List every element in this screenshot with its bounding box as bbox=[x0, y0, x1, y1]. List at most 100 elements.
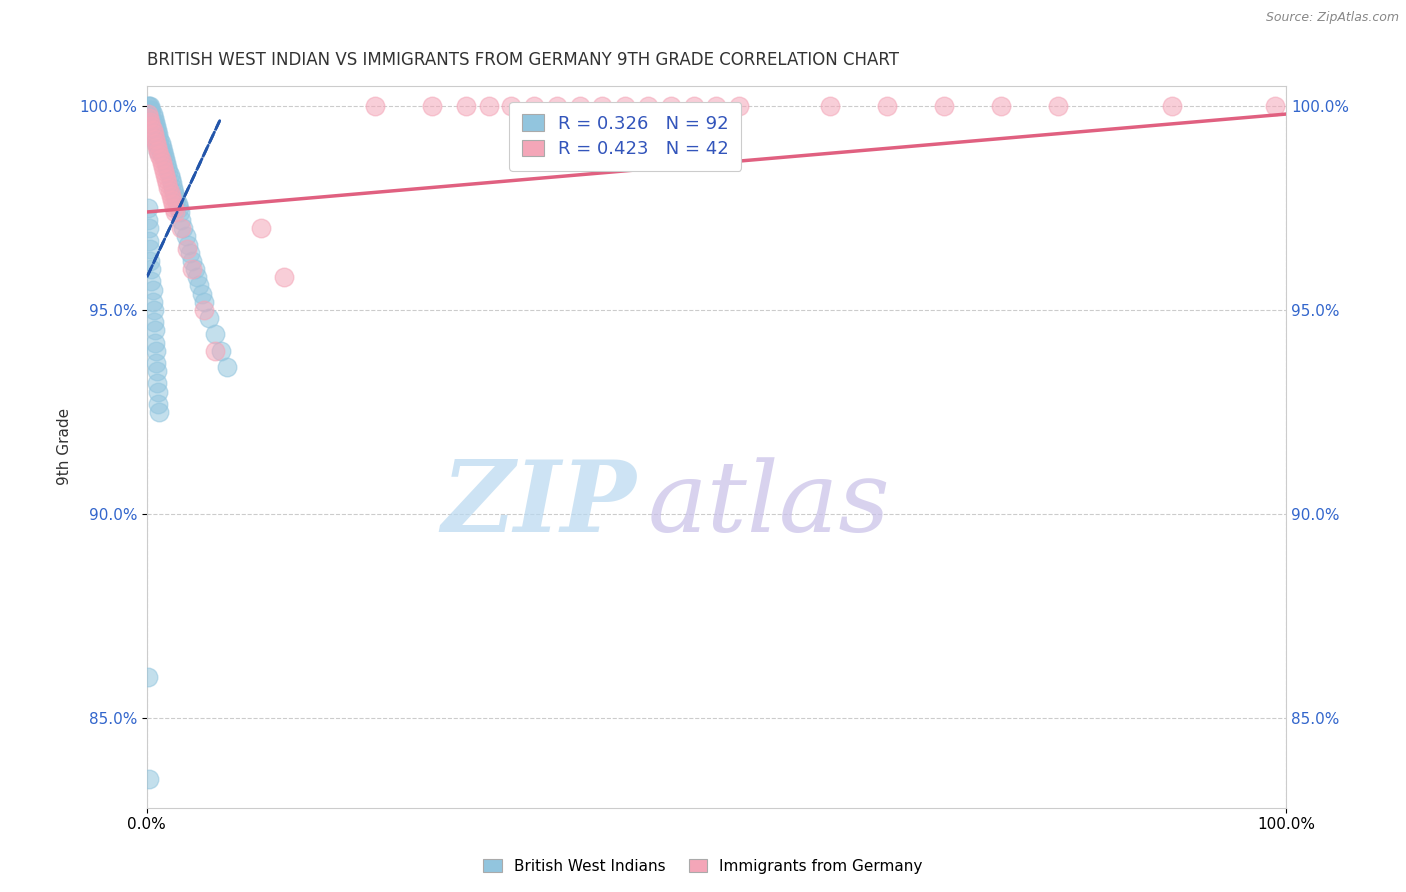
Point bbox=[139, 103, 162, 117]
Point bbox=[204, 343, 226, 358]
Point bbox=[204, 327, 226, 342]
Point bbox=[142, 128, 165, 142]
Point bbox=[139, 99, 162, 113]
Point bbox=[139, 254, 162, 268]
Point bbox=[160, 177, 183, 191]
Point bbox=[159, 172, 181, 186]
Point bbox=[143, 323, 166, 337]
Point bbox=[155, 156, 177, 170]
Point bbox=[170, 221, 193, 235]
Point bbox=[523, 99, 546, 113]
Point bbox=[141, 294, 163, 309]
Point bbox=[163, 185, 186, 199]
Point bbox=[163, 201, 186, 215]
Text: BRITISH WEST INDIAN VS IMMIGRANTS FROM GERMANY 9TH GRADE CORRELATION CHART: BRITISH WEST INDIAN VS IMMIGRANTS FROM G… bbox=[146, 51, 898, 69]
Point bbox=[181, 262, 204, 277]
Point bbox=[159, 185, 181, 199]
Point bbox=[138, 123, 160, 137]
Point bbox=[146, 139, 169, 153]
Point bbox=[148, 131, 170, 145]
Point bbox=[728, 99, 751, 113]
Point bbox=[139, 115, 162, 129]
Point bbox=[155, 172, 177, 186]
Point bbox=[138, 111, 160, 125]
Y-axis label: 9th Grade: 9th Grade bbox=[58, 408, 72, 485]
Point bbox=[141, 274, 163, 288]
Point bbox=[148, 148, 170, 162]
Point bbox=[568, 99, 591, 113]
Point bbox=[138, 772, 160, 786]
Point bbox=[990, 99, 1012, 113]
Point bbox=[148, 136, 170, 150]
Point bbox=[169, 205, 191, 219]
Point bbox=[146, 364, 169, 378]
Point bbox=[157, 180, 180, 194]
Legend: R = 0.326   N = 92, R = 0.423   N = 42: R = 0.326 N = 92, R = 0.423 N = 42 bbox=[509, 102, 741, 170]
Point bbox=[166, 193, 188, 207]
Point bbox=[501, 99, 523, 113]
Point bbox=[659, 99, 682, 113]
Point bbox=[186, 270, 208, 285]
Point bbox=[592, 99, 614, 113]
Point bbox=[149, 144, 172, 158]
Point bbox=[156, 160, 179, 174]
Point bbox=[1047, 99, 1070, 113]
Point bbox=[145, 136, 167, 150]
Point bbox=[820, 99, 842, 113]
Point bbox=[153, 164, 176, 178]
Point bbox=[188, 278, 211, 293]
Point bbox=[146, 131, 169, 145]
Point bbox=[193, 302, 215, 317]
Point bbox=[148, 128, 170, 142]
Point bbox=[157, 164, 180, 178]
Point bbox=[136, 111, 159, 125]
Point bbox=[136, 107, 159, 121]
Point bbox=[141, 115, 163, 129]
Point bbox=[546, 99, 568, 113]
Point bbox=[149, 152, 172, 166]
Point bbox=[198, 311, 221, 326]
Point bbox=[136, 201, 159, 215]
Point bbox=[136, 670, 159, 684]
Point bbox=[145, 128, 167, 142]
Point bbox=[142, 111, 165, 125]
Point bbox=[167, 201, 190, 215]
Point bbox=[1264, 99, 1286, 113]
Point bbox=[148, 397, 170, 411]
Point bbox=[148, 144, 170, 158]
Point bbox=[138, 221, 160, 235]
Point bbox=[420, 99, 443, 113]
Point bbox=[148, 144, 170, 158]
Point bbox=[363, 99, 385, 113]
Point bbox=[181, 254, 204, 268]
Point bbox=[139, 120, 162, 134]
Point bbox=[139, 242, 162, 256]
Legend: British West Indians, Immigrants from Germany: British West Indians, Immigrants from Ge… bbox=[478, 853, 928, 880]
Text: ZIP: ZIP bbox=[441, 456, 637, 553]
Point bbox=[148, 384, 170, 399]
Point bbox=[156, 177, 179, 191]
Point bbox=[142, 302, 165, 317]
Point bbox=[190, 286, 212, 301]
Point bbox=[138, 115, 160, 129]
Point bbox=[141, 262, 163, 277]
Point bbox=[165, 205, 187, 219]
Point bbox=[706, 99, 728, 113]
Point bbox=[152, 144, 174, 158]
Point bbox=[637, 99, 659, 113]
Point bbox=[177, 237, 200, 252]
Point bbox=[172, 221, 194, 235]
Point bbox=[141, 283, 163, 297]
Point bbox=[143, 131, 166, 145]
Point bbox=[142, 120, 165, 134]
Point bbox=[143, 131, 166, 145]
Point bbox=[477, 99, 499, 113]
Point bbox=[153, 168, 176, 182]
Point bbox=[179, 245, 201, 260]
Point bbox=[149, 136, 172, 150]
Point bbox=[682, 99, 704, 113]
Point bbox=[145, 120, 167, 134]
Text: atlas: atlas bbox=[648, 457, 891, 552]
Point bbox=[159, 168, 181, 182]
Point bbox=[166, 197, 188, 211]
